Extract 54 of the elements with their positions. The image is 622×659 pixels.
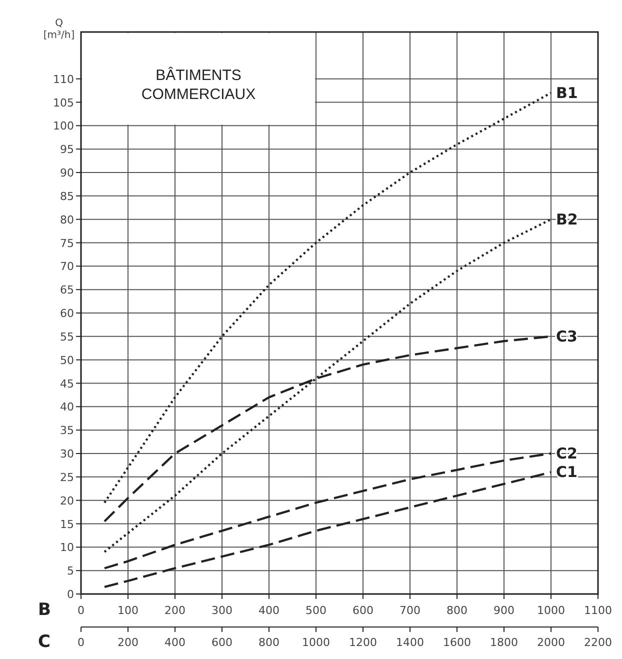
x2-tick-label: 400 xyxy=(164,636,186,649)
x-tick-label: 600 xyxy=(352,604,374,617)
y-tick-label: 40 xyxy=(60,400,74,414)
y-tick-label: 85 xyxy=(60,190,74,203)
y-tick-label: 90 xyxy=(60,166,74,180)
line-series xyxy=(103,218,552,553)
x2-tick-label: 2000 xyxy=(537,636,565,649)
x2-tick-label: 800 xyxy=(258,636,280,649)
x-tick-label: 1000 xyxy=(537,604,565,617)
y-tick-label: 65 xyxy=(60,284,74,297)
y-tick-label: 50 xyxy=(60,354,74,367)
x-tick-label: 100 xyxy=(118,604,138,617)
x2-tick-label: 600 xyxy=(212,636,232,649)
x2-tick-label: 2200 xyxy=(584,636,612,649)
y-tick-label: 80 xyxy=(60,213,74,226)
y-tick-label: 10 xyxy=(60,541,74,554)
x-axis-title: B xyxy=(38,600,51,620)
x2-tick-label: 1200 xyxy=(349,636,377,649)
y-tick-label: 15 xyxy=(60,518,74,531)
x-tick-label: 0 xyxy=(78,604,84,617)
x2-tick-label: 1600 xyxy=(443,636,471,649)
y-tick-label: 60 xyxy=(60,307,74,320)
x-tick-label: 1100 xyxy=(584,604,612,617)
x-tick-label: 300 xyxy=(212,604,232,617)
y-tick-label: 95 xyxy=(60,143,74,156)
y-tick-label: 70 xyxy=(60,260,74,274)
y-tick-label: 75 xyxy=(60,236,74,250)
x2-axis-title: C xyxy=(38,632,50,652)
y-tick-label: 55 xyxy=(60,330,74,344)
y-tick-label: 30 xyxy=(60,448,74,460)
x2-tick-label: 1000 xyxy=(302,636,330,649)
y-tick-label: 45 xyxy=(60,377,74,390)
x2-tick-label: 1800 xyxy=(490,636,518,649)
y-tick-label: 105 xyxy=(53,96,74,110)
y-tick-label: 5 xyxy=(67,564,74,578)
y-tick-label: 110 xyxy=(53,72,74,86)
y-tick-label: 100 xyxy=(53,120,74,133)
y-tick-label: 35 xyxy=(60,424,74,438)
series-label: C1 xyxy=(556,463,578,482)
series-label: B1 xyxy=(556,84,578,102)
x2-tick-label: 0 xyxy=(78,636,84,649)
x-tick-label: 700 xyxy=(400,604,420,617)
y-axis-title: Q [m³/h] xyxy=(43,18,75,41)
x-tick-label: 400 xyxy=(258,604,280,617)
y-tick-label: 20 xyxy=(60,494,74,508)
x2-tick-label: 200 xyxy=(118,636,138,649)
x2-tick-label: 1400 xyxy=(396,636,424,649)
y-tick-label: 25 xyxy=(60,470,74,484)
y-tick-label: 0 xyxy=(67,588,74,601)
x-tick-label: 500 xyxy=(306,604,326,617)
title-panel: BÂTIMENTS COMMERCIAUX xyxy=(82,33,315,125)
x-tick-label: 800 xyxy=(446,604,468,617)
x-tick-label: 900 xyxy=(494,604,514,617)
x-tick-label: 200 xyxy=(164,604,186,617)
